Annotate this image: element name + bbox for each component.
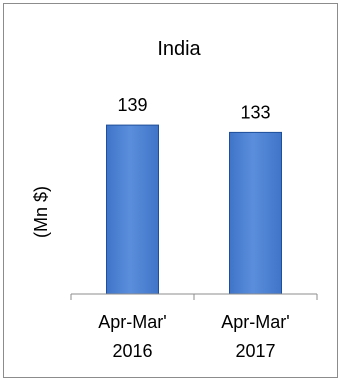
x-tick-label: Apr-Mar': [98, 312, 166, 332]
labels-layer: 139 Apr-Mar' 2016 133 Apr-Mar' 2017: [98, 95, 289, 361]
x-tick-label: 2016: [112, 341, 152, 361]
chart-title: India: [157, 38, 201, 60]
x-tick-label: Apr-Mar': [221, 312, 289, 332]
y-axis-label: (Mn $): [31, 186, 51, 238]
chart-frame: [3, 3, 338, 378]
bar: [229, 131, 282, 295]
bar: [106, 124, 159, 295]
bars-layer: [106, 124, 282, 295]
data-label: 133: [240, 102, 270, 122]
x-tick-label: 2017: [235, 341, 275, 361]
data-label: 139: [117, 95, 147, 115]
